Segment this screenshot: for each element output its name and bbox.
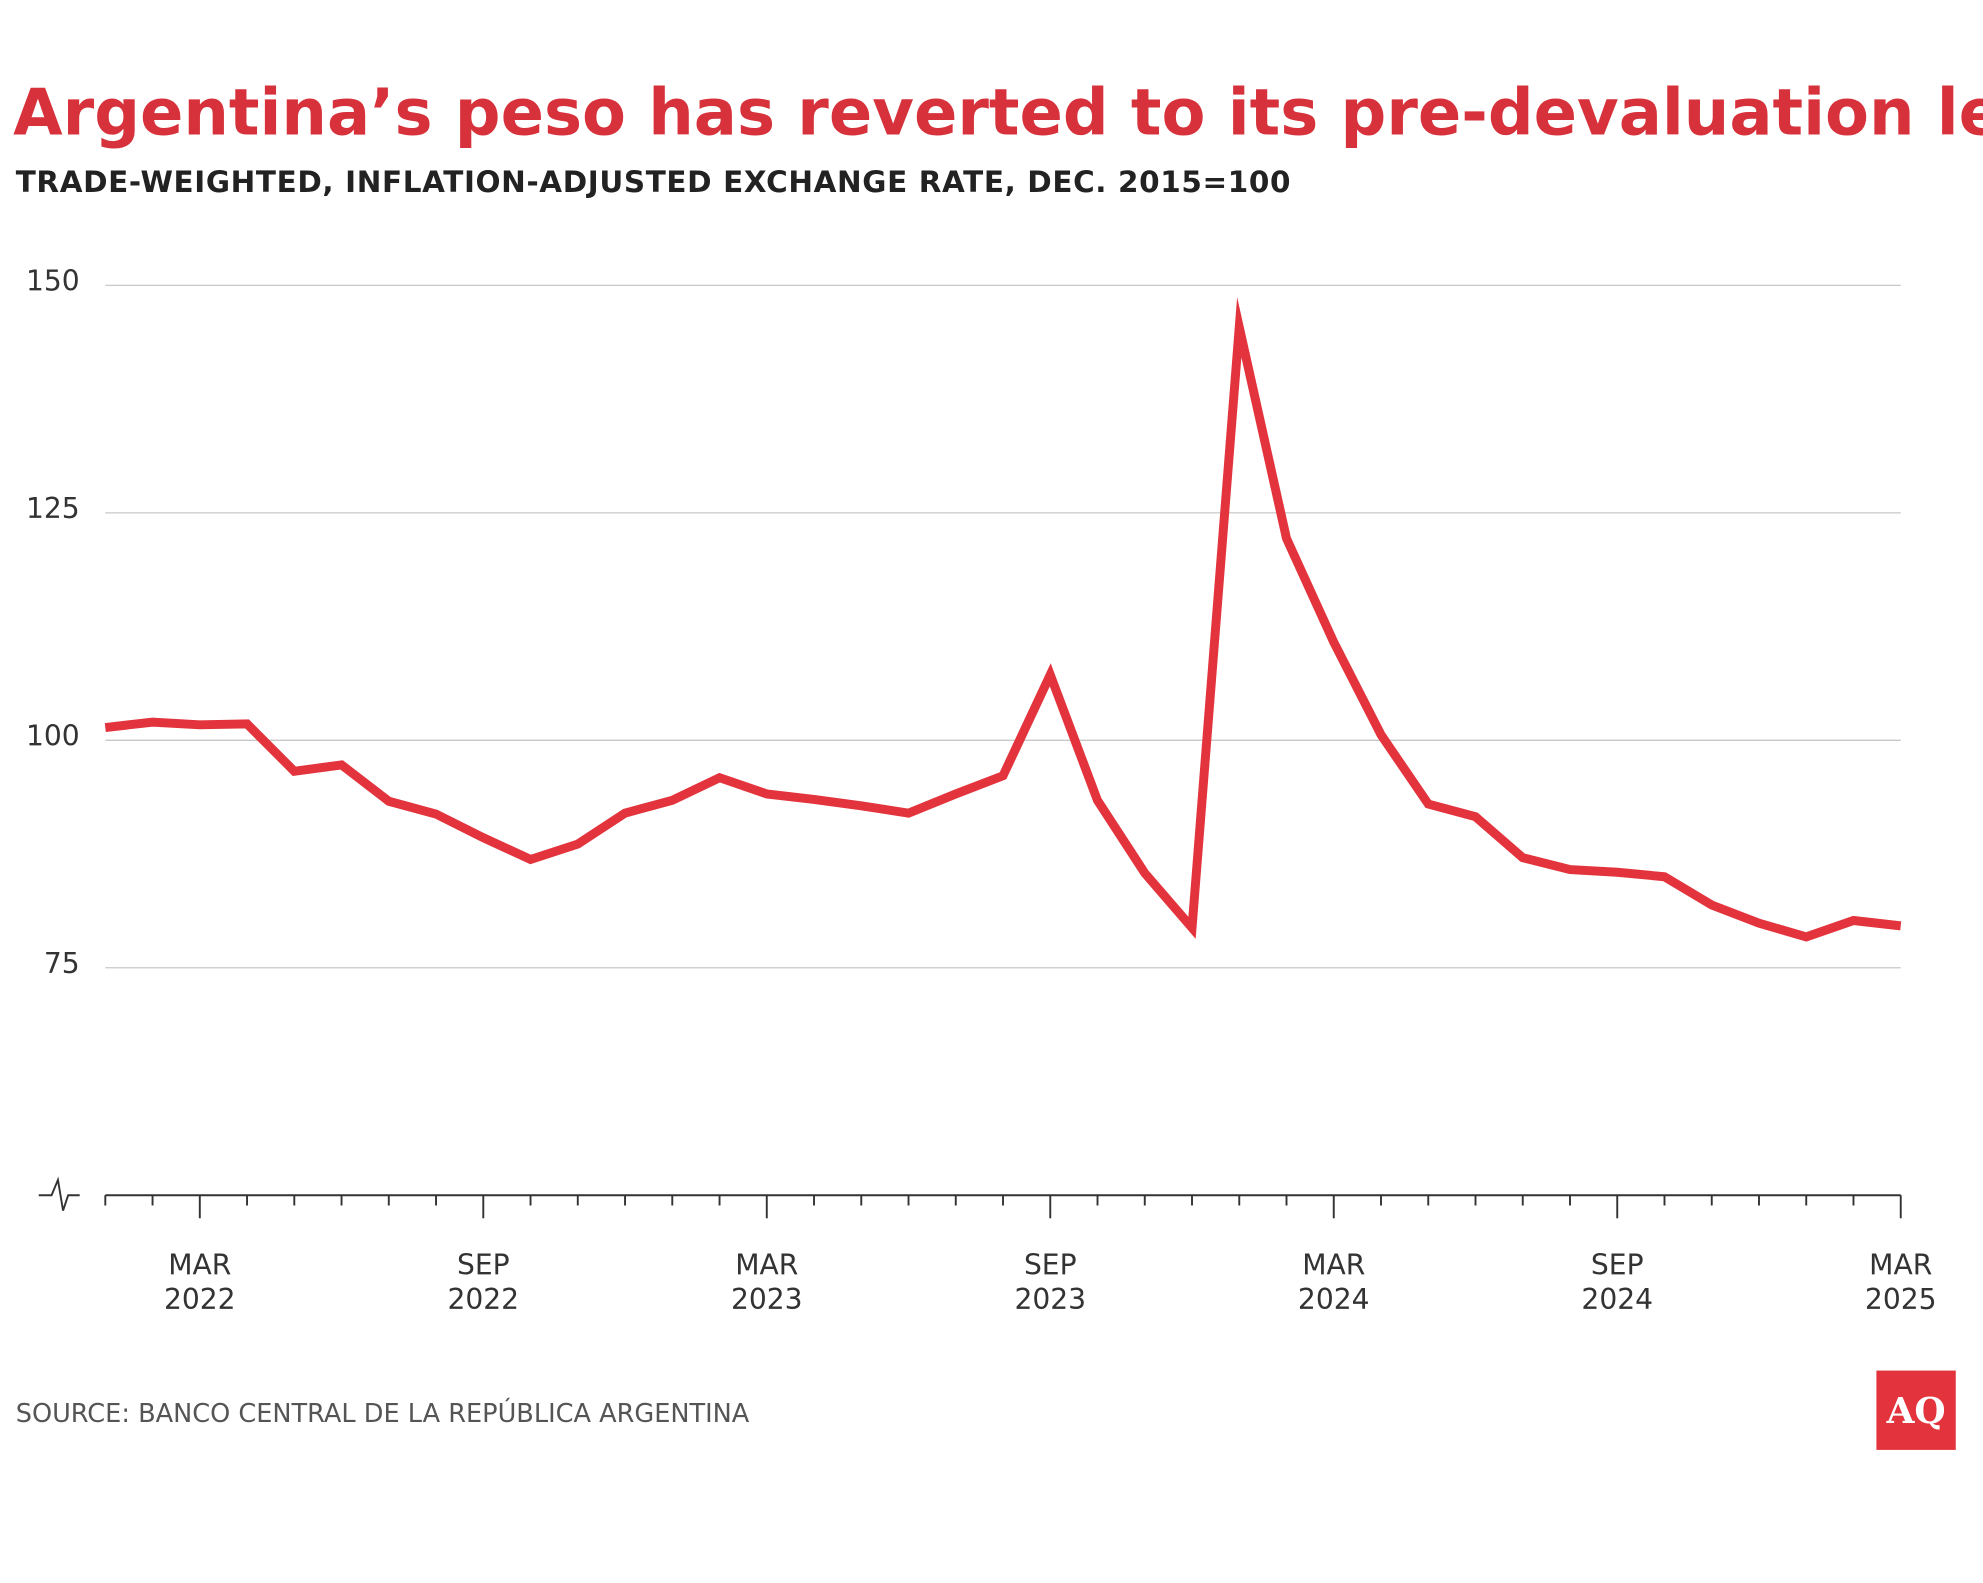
x-tick-label: MAR 2024: [1298, 1249, 1370, 1317]
x-tick-label: MAR 2022: [164, 1249, 236, 1317]
x-tick-label: SEP 2023: [1014, 1249, 1086, 1317]
y-tick-label: 75: [44, 947, 80, 980]
x-tick-label-line: SEP: [457, 1249, 510, 1282]
y-tick-label: 125: [26, 492, 80, 525]
x-tick-label-line: 2022: [447, 1283, 519, 1316]
x-tick-label-line: 2024: [1298, 1283, 1370, 1316]
x-tick-label-line: SEP: [1591, 1249, 1644, 1282]
chart-title: Argentina’s peso has reverted to its pre…: [13, 76, 1983, 150]
x-tick-label-line: 2023: [1014, 1283, 1086, 1316]
x-tick-label-line: MAR: [1302, 1249, 1365, 1282]
x-tick-label: MAR 2025: [1865, 1249, 1937, 1317]
logo: AQ: [1886, 1390, 1946, 1432]
chart-subtitle: TRADE-WEIGHTED, INFLATION-ADJUSTED EXCHA…: [16, 165, 1291, 199]
x-tick-label: MAR 2023: [731, 1249, 803, 1317]
x-tick-label-line: MAR: [168, 1249, 231, 1282]
x-tick-label: SEP 2024: [1581, 1249, 1653, 1317]
logo-box: [1876, 1370, 1956, 1450]
x-tick-label-line: SEP: [1024, 1249, 1077, 1282]
x-tick-label-line: 2025: [1865, 1283, 1937, 1316]
x-tick-label-line: 2024: [1581, 1283, 1653, 1316]
x-tick-label: SEP 2022: [447, 1249, 519, 1317]
x-tick-label-line: 2023: [731, 1283, 803, 1316]
axis-break: [38, 1176, 80, 1211]
y-tick-label: 100: [26, 719, 80, 752]
x-tick-label-line: 2022: [164, 1283, 236, 1316]
x-tick-label-line: MAR: [735, 1249, 798, 1282]
y-tick-label: 150: [26, 265, 80, 298]
line-series: [104, 297, 1902, 942]
source: SOURCE: BANCO CENTRAL DE LA REPÚBLICA AR…: [16, 1398, 750, 1429]
x-tick-label-line: MAR: [1869, 1249, 1932, 1282]
